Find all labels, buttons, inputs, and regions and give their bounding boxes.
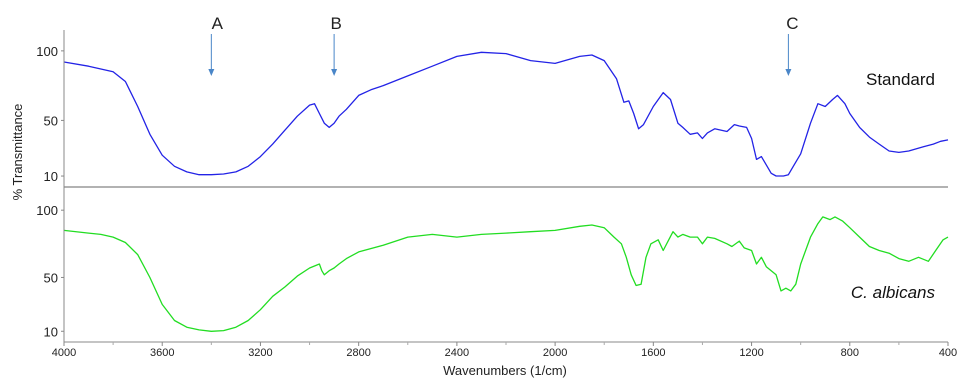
x-tick-label: 1600 — [641, 347, 665, 359]
peak-label-c: C — [786, 14, 798, 33]
y-tick-label: 100 — [36, 203, 58, 218]
y-axis-title: % Transmittance — [10, 104, 25, 201]
peak-label-b: B — [330, 14, 341, 33]
series-line-standard — [63, 51, 949, 177]
peak-label-a: A — [212, 14, 224, 33]
x-axis-title: Wavenumbers (1/cm) — [443, 363, 567, 378]
x-tick-label: 2000 — [543, 347, 567, 359]
y-tick-label: 100 — [36, 44, 58, 59]
y-tick-label: 50 — [44, 113, 58, 128]
x-tick-label: 2800 — [346, 347, 370, 359]
x-tick-label: 4000 — [52, 347, 76, 359]
y-tick-label: 10 — [44, 324, 58, 339]
x-tick-label: 400 — [939, 347, 957, 359]
x-tick-label: 800 — [841, 347, 859, 359]
peak-arrow-head — [331, 69, 338, 76]
series-label: Standard — [866, 70, 935, 89]
y-tick-label: 10 — [44, 169, 58, 184]
x-tick-label: 2400 — [445, 347, 469, 359]
x-tick-label: 3600 — [150, 347, 174, 359]
series-label: C. albicans — [851, 283, 936, 302]
peak-arrow-head — [785, 69, 792, 76]
x-tick-label: 1200 — [739, 347, 763, 359]
series-line-c-albicans — [63, 216, 949, 332]
y-tick-label: 50 — [44, 270, 58, 285]
peak-arrow-head — [208, 69, 215, 76]
x-tick-label: 3200 — [248, 347, 272, 359]
